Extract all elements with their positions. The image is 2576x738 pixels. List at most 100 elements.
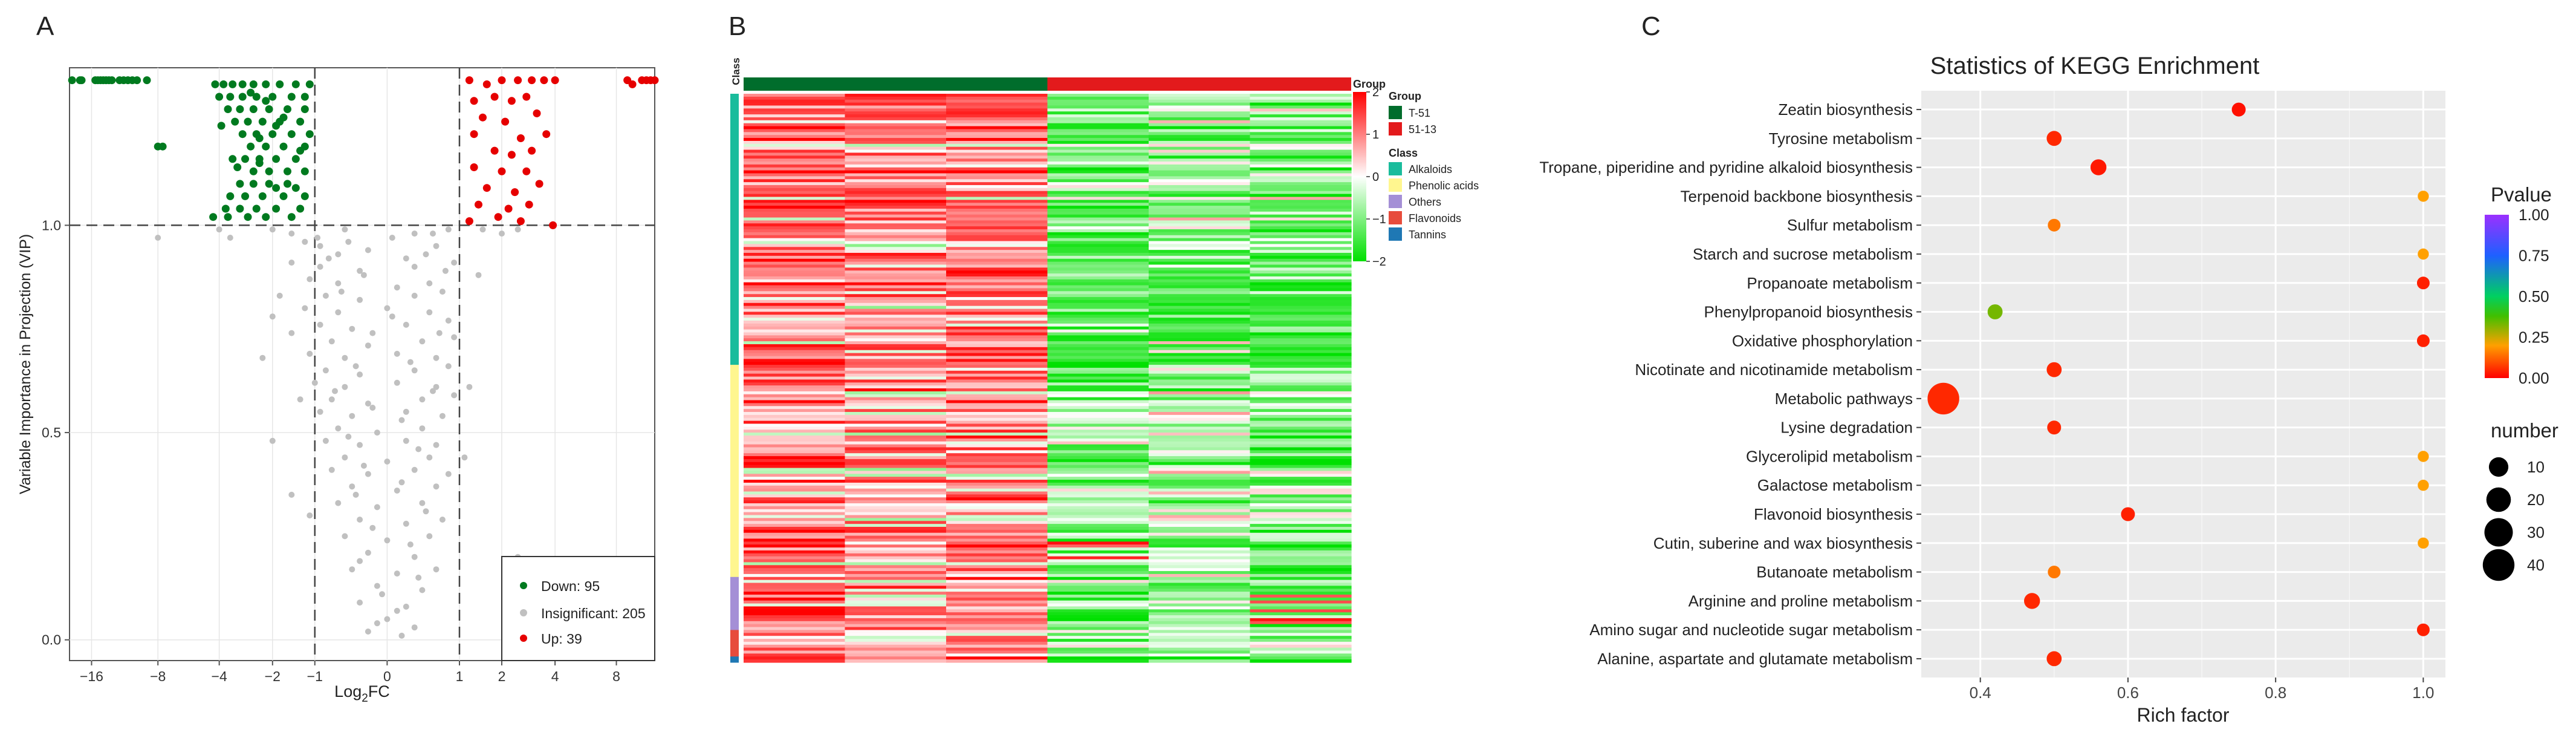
heat-cell bbox=[946, 441, 1048, 445]
point-insig bbox=[426, 454, 433, 461]
heat-cell bbox=[1149, 182, 1251, 186]
point-down bbox=[233, 163, 242, 171]
heat-cell bbox=[845, 206, 947, 209]
heat-cell bbox=[946, 194, 1048, 198]
heat-cell bbox=[946, 565, 1048, 569]
heat-cell bbox=[744, 650, 846, 654]
heat-cell bbox=[744, 170, 846, 174]
point-down bbox=[229, 80, 237, 88]
heat-cell bbox=[1250, 299, 1352, 304]
heat-cell bbox=[1250, 214, 1352, 218]
heat-cell bbox=[946, 138, 1048, 142]
heat-cell bbox=[744, 391, 846, 395]
heat-cell bbox=[946, 111, 1048, 115]
heat-cell bbox=[946, 267, 1048, 271]
heat-cell bbox=[1047, 647, 1149, 651]
heat-cell bbox=[1047, 541, 1149, 545]
heat-cell bbox=[946, 544, 1048, 548]
heat-cell bbox=[1250, 135, 1352, 139]
heat-cell bbox=[946, 433, 1048, 436]
heat-cell bbox=[1047, 562, 1149, 566]
heat-cell bbox=[744, 356, 846, 359]
heat-cell bbox=[946, 302, 1048, 307]
pathway-point bbox=[2046, 651, 2062, 667]
point-down bbox=[296, 117, 305, 126]
heat-cell bbox=[845, 474, 947, 477]
heat-cell bbox=[946, 299, 1048, 304]
heat-cell bbox=[1047, 105, 1149, 109]
heat-cell bbox=[845, 550, 947, 554]
heat-cell bbox=[1250, 500, 1352, 504]
point-insig bbox=[269, 226, 276, 233]
heat-cell bbox=[1047, 329, 1149, 333]
heat-cell bbox=[845, 512, 947, 516]
heat-cell bbox=[1149, 471, 1251, 474]
heat-cell bbox=[1250, 603, 1352, 607]
heat-cell bbox=[946, 258, 1048, 263]
heat-cell bbox=[845, 621, 947, 625]
heat-cell bbox=[744, 117, 846, 121]
heat-cell bbox=[946, 556, 1048, 560]
heat-cell bbox=[744, 465, 846, 469]
heat-cell bbox=[1149, 318, 1251, 321]
heat-cell bbox=[946, 162, 1048, 165]
point-insig bbox=[403, 603, 409, 610]
heat-cell bbox=[744, 273, 846, 277]
heat-cell bbox=[946, 102, 1048, 106]
heat-cell bbox=[1250, 438, 1352, 442]
point-insig bbox=[302, 238, 308, 245]
heat-cell bbox=[1250, 562, 1352, 566]
heat-cell bbox=[845, 538, 947, 542]
heat-cell bbox=[744, 321, 846, 324]
heat-cell bbox=[1149, 162, 1251, 165]
heat-cell bbox=[1047, 653, 1149, 657]
heat-cell bbox=[1047, 350, 1149, 354]
heat-cell bbox=[1047, 138, 1149, 142]
heat-cell bbox=[1149, 468, 1251, 472]
heat-cell bbox=[845, 515, 947, 518]
heat-cell bbox=[1047, 294, 1149, 298]
heat-cell bbox=[946, 99, 1048, 103]
heat-cell bbox=[1047, 429, 1149, 433]
point-insig bbox=[423, 508, 429, 515]
heat-cell bbox=[1047, 650, 1149, 654]
heat-cell bbox=[1047, 512, 1149, 516]
heat-cell bbox=[1250, 379, 1352, 383]
point-down bbox=[133, 76, 141, 85]
heat-cell bbox=[1149, 547, 1251, 551]
point-down bbox=[219, 80, 228, 88]
heat-cell bbox=[1047, 485, 1149, 489]
heat-cell bbox=[946, 603, 1048, 607]
point-insig bbox=[365, 471, 371, 477]
heat-cell bbox=[845, 158, 947, 162]
heat-cell bbox=[946, 94, 1048, 97]
heat-cell bbox=[1250, 229, 1352, 233]
heat-cell bbox=[845, 285, 947, 289]
heat-cell bbox=[1250, 126, 1352, 130]
heat-cell bbox=[1250, 576, 1352, 581]
heat-cell bbox=[946, 318, 1048, 321]
heat-cell bbox=[845, 409, 947, 413]
heat-cell bbox=[1149, 406, 1251, 410]
heat-cell bbox=[1250, 370, 1352, 374]
heat-cell bbox=[1250, 435, 1352, 439]
heat-cell bbox=[1250, 426, 1352, 430]
heat-cell bbox=[1149, 373, 1251, 377]
heat-cell bbox=[1149, 459, 1251, 463]
heat-cell bbox=[845, 468, 947, 472]
heat-cell bbox=[946, 315, 1048, 318]
heat-cell bbox=[946, 576, 1048, 581]
heat-cell bbox=[946, 382, 1048, 386]
point-insig bbox=[398, 417, 405, 423]
heat-cell bbox=[1047, 600, 1149, 604]
heat-cell bbox=[946, 650, 1048, 654]
heat-cell bbox=[946, 406, 1048, 410]
heat-cell bbox=[1047, 302, 1149, 307]
heat-cell bbox=[1149, 438, 1251, 442]
heat-cell bbox=[946, 105, 1048, 109]
point-insig bbox=[433, 566, 440, 573]
legend-a: Down: 95 Insignificant: 205 Up: 39 bbox=[501, 556, 655, 661]
heat-cell bbox=[1047, 477, 1149, 480]
heat-cell bbox=[744, 550, 846, 554]
point-insig bbox=[426, 280, 433, 287]
